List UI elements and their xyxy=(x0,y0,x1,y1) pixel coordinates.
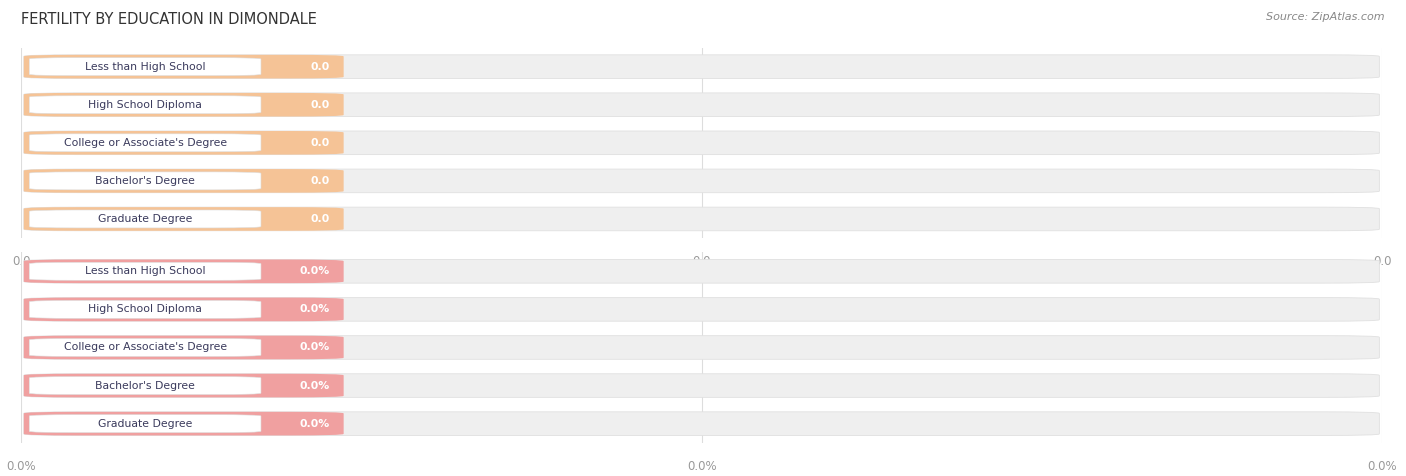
Text: 0.0%: 0.0% xyxy=(299,342,330,353)
Text: 0.0%: 0.0% xyxy=(1367,460,1398,473)
FancyBboxPatch shape xyxy=(24,259,1379,283)
FancyBboxPatch shape xyxy=(24,131,343,155)
FancyBboxPatch shape xyxy=(24,55,1379,79)
Text: 0.0%: 0.0% xyxy=(299,266,330,277)
FancyBboxPatch shape xyxy=(24,207,343,231)
Text: College or Associate's Degree: College or Associate's Degree xyxy=(63,138,226,148)
FancyBboxPatch shape xyxy=(30,338,262,357)
FancyBboxPatch shape xyxy=(30,58,262,76)
Text: Graduate Degree: Graduate Degree xyxy=(98,214,193,224)
Text: 0.0: 0.0 xyxy=(311,214,330,224)
Text: College or Associate's Degree: College or Associate's Degree xyxy=(63,342,226,353)
Text: Less than High School: Less than High School xyxy=(84,61,205,72)
Text: 0.0%: 0.0% xyxy=(299,304,330,315)
FancyBboxPatch shape xyxy=(24,336,343,359)
Text: Bachelor's Degree: Bachelor's Degree xyxy=(96,176,195,186)
FancyBboxPatch shape xyxy=(24,131,1379,155)
Text: 0.0: 0.0 xyxy=(311,138,330,148)
FancyBboxPatch shape xyxy=(24,412,1379,436)
Text: 0.0: 0.0 xyxy=(692,255,711,268)
FancyBboxPatch shape xyxy=(24,93,343,117)
Text: FERTILITY BY EDUCATION IN DIMONDALE: FERTILITY BY EDUCATION IN DIMONDALE xyxy=(21,12,316,27)
FancyBboxPatch shape xyxy=(24,207,1379,231)
FancyBboxPatch shape xyxy=(24,336,1379,359)
FancyBboxPatch shape xyxy=(30,415,262,433)
Text: High School Diploma: High School Diploma xyxy=(89,304,202,315)
FancyBboxPatch shape xyxy=(30,300,262,318)
Text: 0.0%: 0.0% xyxy=(299,418,330,429)
Text: 0.0: 0.0 xyxy=(11,255,31,268)
FancyBboxPatch shape xyxy=(24,298,1379,321)
Text: Graduate Degree: Graduate Degree xyxy=(98,418,193,429)
Text: Bachelor's Degree: Bachelor's Degree xyxy=(96,380,195,391)
Text: 0.0: 0.0 xyxy=(311,61,330,72)
FancyBboxPatch shape xyxy=(30,172,262,190)
FancyBboxPatch shape xyxy=(30,96,262,114)
Text: 0.0: 0.0 xyxy=(311,99,330,110)
FancyBboxPatch shape xyxy=(24,298,343,321)
FancyBboxPatch shape xyxy=(24,55,343,79)
FancyBboxPatch shape xyxy=(24,169,343,193)
Text: 0.0%: 0.0% xyxy=(686,460,717,473)
FancyBboxPatch shape xyxy=(24,169,1379,193)
Text: Less than High School: Less than High School xyxy=(84,266,205,277)
Text: 0.0: 0.0 xyxy=(1372,255,1392,268)
FancyBboxPatch shape xyxy=(30,262,262,280)
FancyBboxPatch shape xyxy=(30,377,262,395)
FancyBboxPatch shape xyxy=(30,210,262,228)
Text: 0.0%: 0.0% xyxy=(299,380,330,391)
Text: High School Diploma: High School Diploma xyxy=(89,99,202,110)
FancyBboxPatch shape xyxy=(24,412,343,436)
FancyBboxPatch shape xyxy=(24,93,1379,117)
FancyBboxPatch shape xyxy=(24,374,1379,397)
Text: 0.0%: 0.0% xyxy=(6,460,37,473)
FancyBboxPatch shape xyxy=(30,134,262,152)
FancyBboxPatch shape xyxy=(24,259,343,283)
Text: 0.0: 0.0 xyxy=(311,176,330,186)
Text: Source: ZipAtlas.com: Source: ZipAtlas.com xyxy=(1267,12,1385,22)
FancyBboxPatch shape xyxy=(24,374,343,397)
